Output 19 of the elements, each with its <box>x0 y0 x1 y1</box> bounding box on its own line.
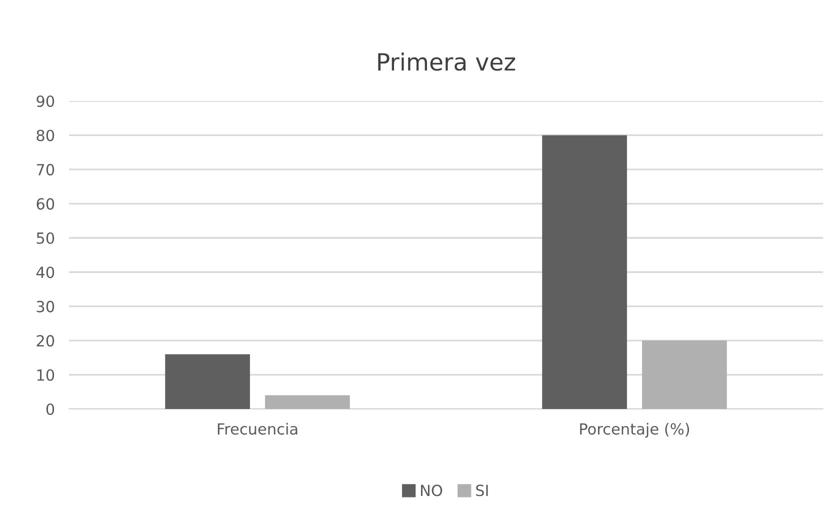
chart-title: Primera vez <box>378 52 516 71</box>
bar <box>542 135 627 409</box>
bar <box>642 340 727 409</box>
y-tick-label: 0 <box>46 403 54 416</box>
y-tick-label: 80 <box>36 130 54 142</box>
legend-label: NO <box>421 484 442 496</box>
x-tick-label: Frecuencia <box>218 422 298 435</box>
bar <box>165 354 250 409</box>
y-tick-label: 30 <box>36 300 54 312</box>
y-tick-label: 40 <box>36 266 54 278</box>
y-tick-label: 20 <box>36 335 54 347</box>
y-tick-label: 10 <box>37 369 54 381</box>
y-tick-label: 70 <box>36 164 54 176</box>
y-tick-label: 60 <box>36 198 54 210</box>
legend-label: SI <box>476 484 488 496</box>
bar <box>265 395 350 409</box>
x-tick-label: Porcentaje (%) <box>580 422 690 438</box>
y-tick-label: 50 <box>36 232 54 244</box>
y-tick-label: 90 <box>36 95 54 108</box>
